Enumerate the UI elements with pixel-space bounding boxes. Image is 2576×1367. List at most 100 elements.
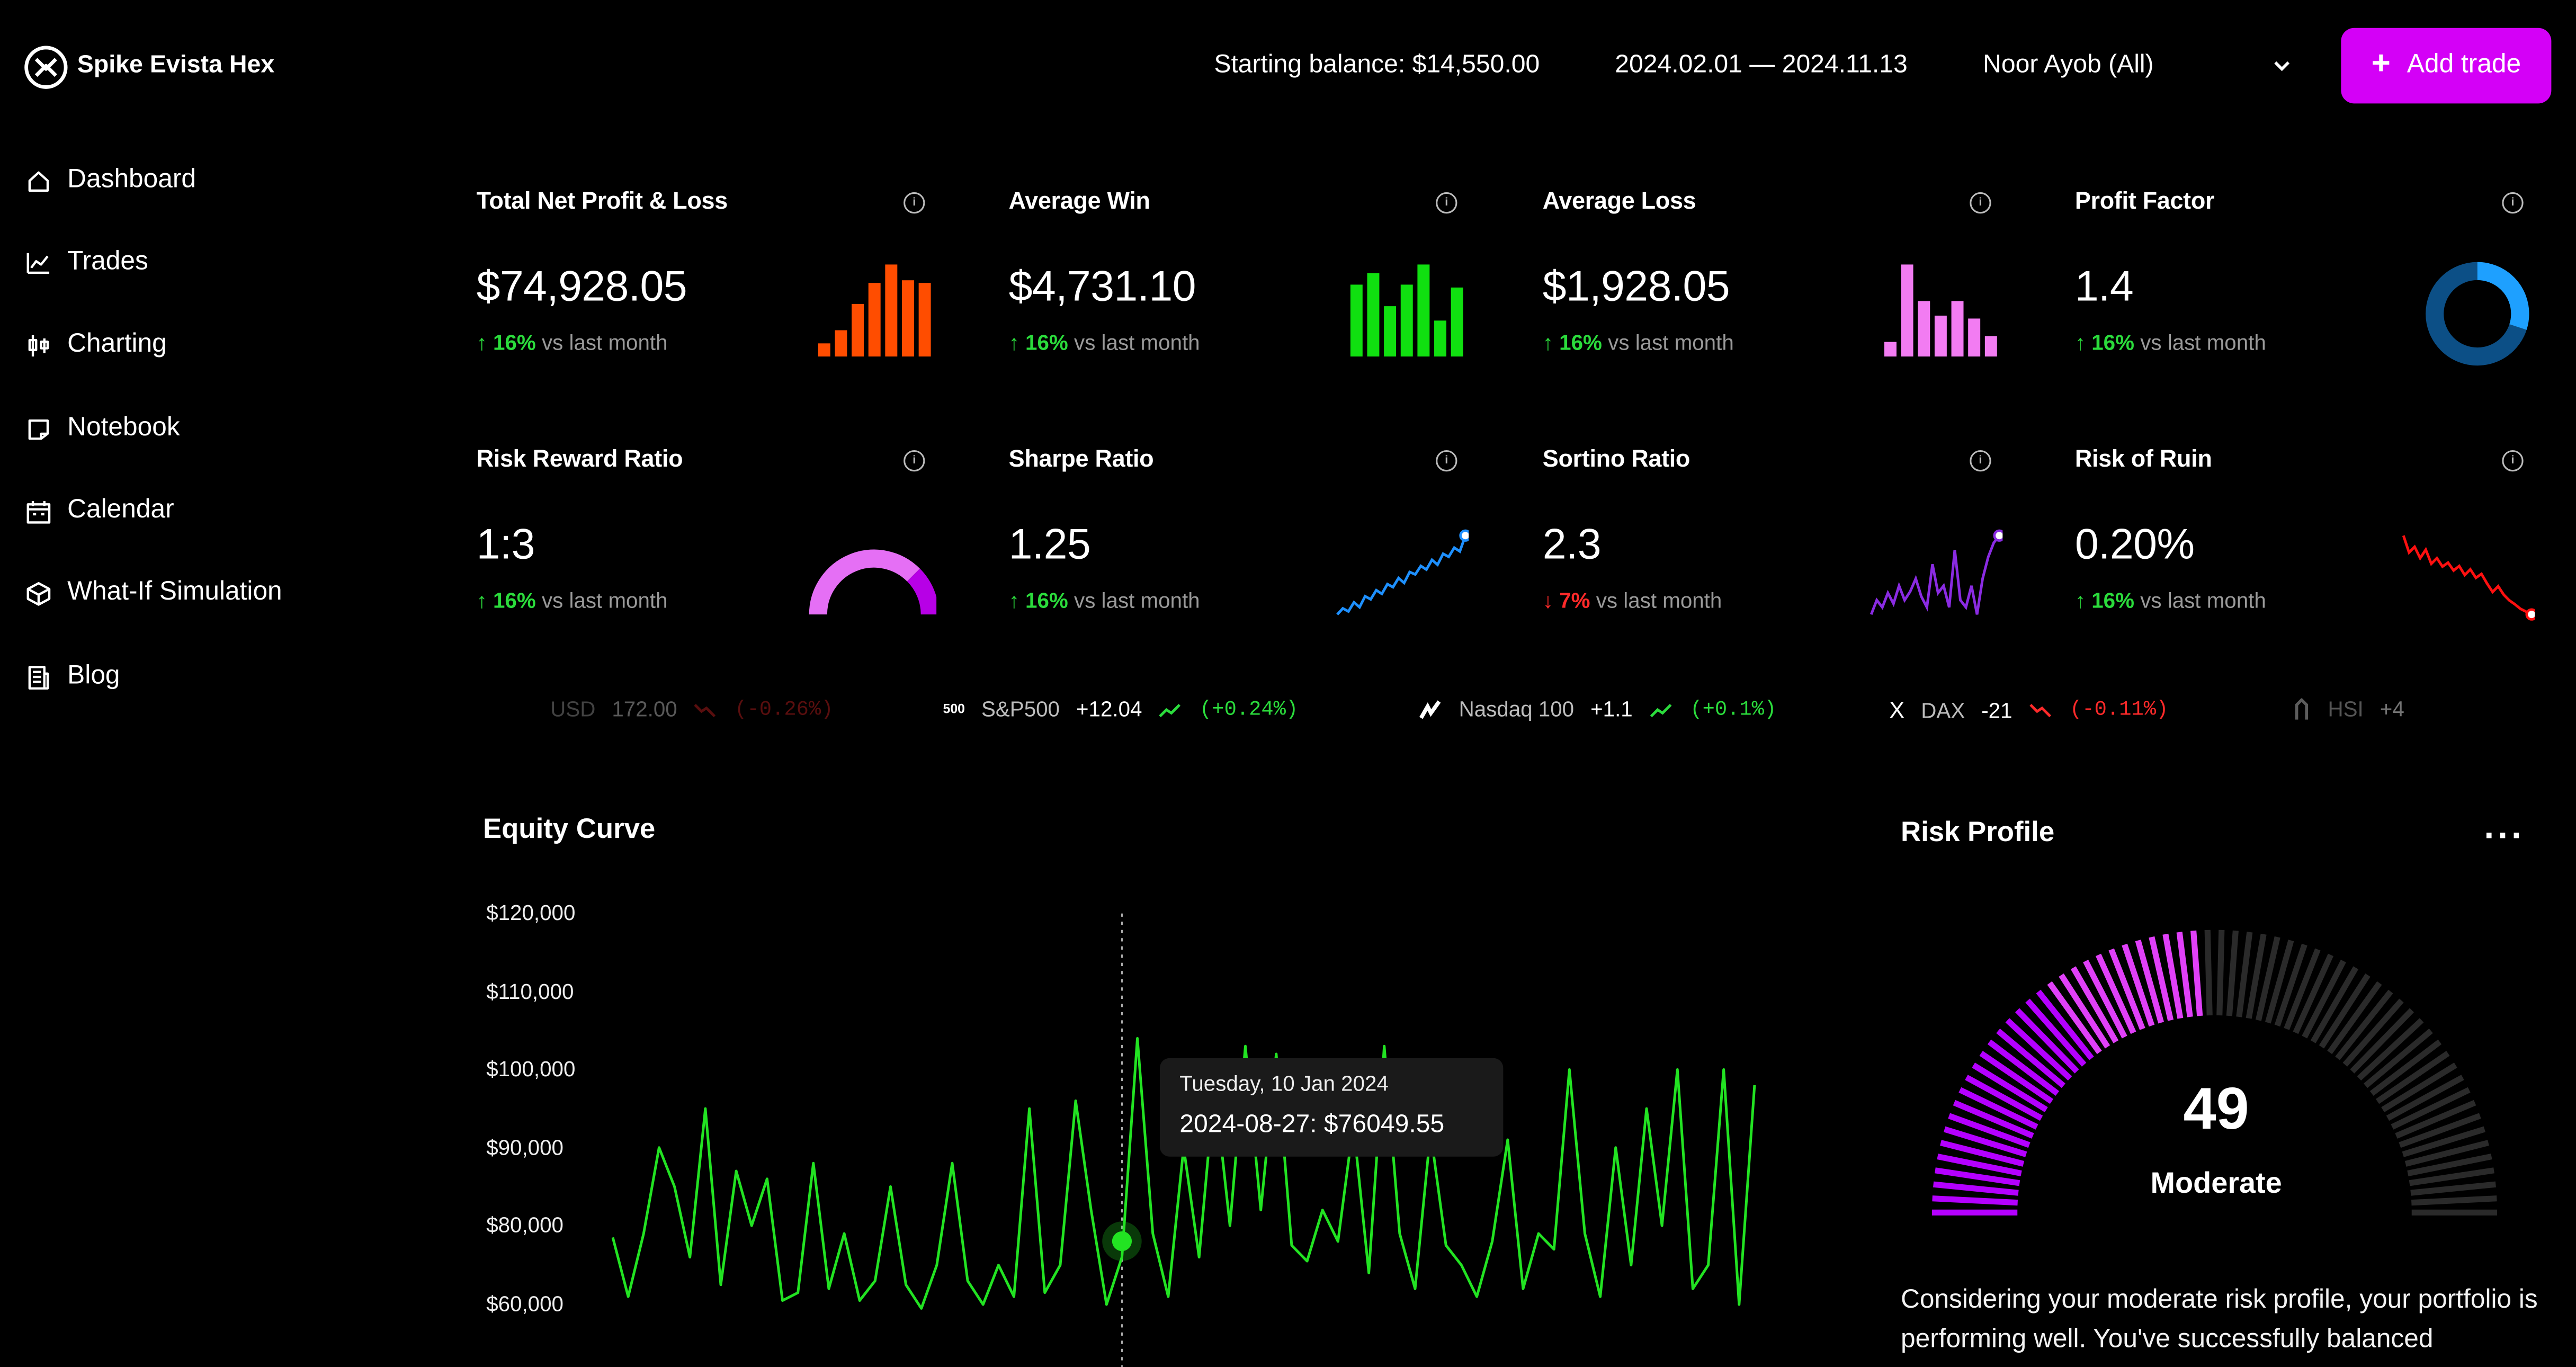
gauge-tick-inactive xyxy=(2364,1029,2433,1088)
equity-point xyxy=(796,1291,800,1294)
equity-point xyxy=(781,1299,784,1302)
info-icon[interactable]: i xyxy=(1970,450,1991,472)
metric-title: Sharpe Ratio xyxy=(1008,446,1154,473)
gauge-tick-active xyxy=(2036,989,2094,1060)
equity-point xyxy=(1336,1239,1340,1243)
equity-curve-title: Equity Curve xyxy=(482,813,656,845)
gauge-tick-inactive xyxy=(2204,930,2213,1016)
info-icon[interactable]: i xyxy=(904,450,925,472)
info-icon[interactable]: i xyxy=(2502,450,2524,472)
delta-percent: 16% xyxy=(1025,588,1068,613)
ticker-s-p500[interactable]: 500 S&P500 +12.04 (+0.24%) xyxy=(943,696,1299,721)
equity-point xyxy=(1305,1259,1309,1263)
equity-point xyxy=(1706,1263,1710,1267)
account-select[interactable]: Noor Ayob (All) xyxy=(1983,51,2154,79)
sidebar-item-what-if-simulation[interactable]: What-If Simulation xyxy=(26,578,282,608)
equity-point xyxy=(1274,1052,1278,1056)
sidebar-item-trades[interactable]: Trades xyxy=(26,248,148,278)
ticker-nasdaq-100[interactable]: Nasdaq 100 +1.1 (+0.1%) xyxy=(1419,696,1776,721)
sidebar-item-calendar[interactable]: Calendar xyxy=(26,496,174,526)
metric-title: Profit Factor xyxy=(2074,189,2215,216)
sidebar-item-blog[interactable]: Blog xyxy=(26,662,120,692)
cube-icon xyxy=(26,581,51,605)
gauge-tick-active xyxy=(2083,959,2127,1039)
logo-icon xyxy=(24,46,68,89)
equity-point xyxy=(1197,1255,1201,1259)
equity-point xyxy=(1259,1208,1263,1212)
y-tick-label: $80,000 xyxy=(486,1212,564,1237)
gauge-tick-inactive xyxy=(2357,1018,2424,1081)
tooltip-date: Tuesday, 10 Jan 2024 xyxy=(1179,1071,1389,1096)
info-icon[interactable]: i xyxy=(904,192,925,214)
equity-point xyxy=(1228,1223,1232,1227)
chart-tooltip: Tuesday, 10 Jan 2024 2024-08-27: $76049.… xyxy=(1160,1058,1504,1157)
gauge-tick-inactive xyxy=(2386,1075,2464,1121)
risk-description: Considering your moderate risk profile, … xyxy=(1901,1286,2538,1354)
delta-percent: 16% xyxy=(2091,588,2134,613)
equity-point xyxy=(1737,1302,1741,1306)
more-options-icon[interactable]: ··· xyxy=(2484,815,2525,856)
ticker-price: +4 xyxy=(2380,696,2404,721)
gauge-tick-active xyxy=(1996,1029,2065,1088)
info-icon[interactable]: i xyxy=(1436,192,1457,214)
ticker-symbol: S&P500 xyxy=(981,696,1060,721)
info-icon[interactable]: i xyxy=(1436,450,1457,472)
metric-delta: ↑ 16% vs last month xyxy=(2075,330,2266,355)
gauge-tick-inactive xyxy=(2255,936,2280,1021)
gauge-tick-inactive xyxy=(2246,933,2267,1019)
metric-value: $1,928.05 xyxy=(1542,261,1730,311)
equity-point xyxy=(1027,1106,1031,1110)
ticker-price: +12.04 xyxy=(1076,696,1142,721)
ticker-usd[interactable]: USD 172.00 (-0.26%) xyxy=(550,696,833,721)
gauge-tick-inactive xyxy=(2236,932,2253,1017)
gauge-tick-inactive xyxy=(2335,989,2393,1060)
ticker-price: 172.00 xyxy=(612,696,677,721)
gauge-tick-inactive xyxy=(2410,1181,2496,1196)
metric-title: Total Net Profit & Loss xyxy=(476,189,728,216)
mini-bar xyxy=(1901,264,1913,357)
sidebar-item-label: What-If Simulation xyxy=(67,578,282,606)
ticker-hsi[interactable]: HSI +4 xyxy=(2292,696,2404,721)
equity-point xyxy=(1444,1244,1448,1247)
gauge-tick-inactive xyxy=(2369,1039,2442,1096)
metric-delta: ↑ 16% vs last month xyxy=(477,330,668,355)
delta-caption: vs last month xyxy=(541,588,668,613)
add-trade-button[interactable]: + Add trade xyxy=(2341,28,2552,104)
gauge-tick-inactive xyxy=(2284,948,2321,1030)
equity-point xyxy=(1629,1263,1633,1267)
info-icon[interactable]: i xyxy=(2502,192,2524,214)
metric-delta: ↑ 16% vs last month xyxy=(1009,588,1200,613)
delta-caption: vs last month xyxy=(541,330,668,355)
gauge-tick-active xyxy=(2095,953,2136,1034)
mini-chart-bars xyxy=(1350,264,1463,357)
equity-point xyxy=(1475,1294,1479,1298)
sidebar-item-label: Calendar xyxy=(67,496,174,524)
gauge-tick-active xyxy=(2070,966,2119,1043)
equity-point xyxy=(719,1283,722,1286)
gauge-tick-inactive xyxy=(2216,930,2225,1016)
info-icon[interactable]: i xyxy=(1970,192,1991,214)
delta-caption: vs last month xyxy=(2140,330,2266,355)
equity-point xyxy=(1490,1239,1494,1243)
gauge-tick-active xyxy=(1937,1154,2022,1176)
risk-score: 49 xyxy=(2183,1074,2249,1142)
equity-point xyxy=(1166,1294,1170,1298)
date-range[interactable]: 2024.02.01 — 2024.11.13 xyxy=(1615,51,1908,79)
highlight-point[interactable] xyxy=(1112,1231,1132,1252)
sidebar-item-notebook[interactable]: Notebook xyxy=(26,414,180,444)
equity-point xyxy=(1244,1044,1247,1048)
gauge-tick-active xyxy=(1944,1126,2027,1157)
mini-bar xyxy=(1384,306,1397,357)
equity-point xyxy=(1012,1294,1016,1298)
equity-point xyxy=(981,1302,985,1306)
donut-fill xyxy=(2426,262,2529,366)
sidebar-item-charting[interactable]: Charting xyxy=(26,330,167,360)
gauge-tick-active xyxy=(1958,1087,2038,1130)
equity-point xyxy=(950,1161,954,1165)
sidebar-item-label: Trades xyxy=(67,248,148,276)
ticker-dax[interactable]: X DAX -21 (-0.11%) xyxy=(1889,696,2168,723)
chevron-down-icon[interactable] xyxy=(2272,58,2292,74)
delta-caption: vs last month xyxy=(1074,330,1200,355)
sidebar-item-dashboard[interactable]: Dashboard xyxy=(26,166,196,195)
equity-point xyxy=(734,1169,738,1173)
